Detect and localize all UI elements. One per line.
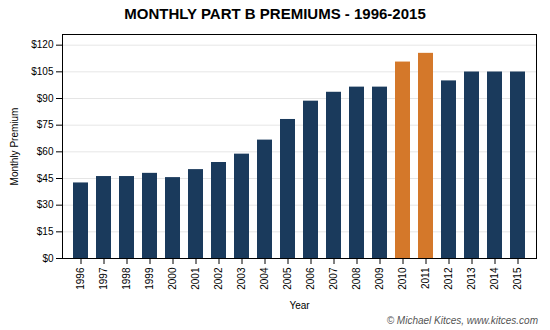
svg-text:$105: $105 <box>31 66 54 77</box>
svg-text:$45: $45 <box>37 173 54 184</box>
svg-text:2006: 2006 <box>305 267 316 290</box>
svg-text:2002: 2002 <box>213 267 224 290</box>
svg-text:2000: 2000 <box>167 267 178 290</box>
svg-text:2001: 2001 <box>190 267 201 290</box>
svg-text:2003: 2003 <box>236 267 247 290</box>
svg-text:$75: $75 <box>37 119 54 130</box>
svg-text:1996: 1996 <box>75 267 86 290</box>
svg-text:$30: $30 <box>37 199 54 210</box>
svg-text:2004: 2004 <box>259 267 270 290</box>
html-text:MONTHLY PART B PREMIUMS - 1996: MONTHLY PART B PREMIUMS - 1996-2015 <box>124 5 426 22</box>
svg-text:$0: $0 <box>42 253 54 264</box>
svg-text:2011: 2011 <box>420 267 431 289</box>
svg-text:Monthly Premium: Monthly Premium <box>9 108 20 186</box>
svg-text:2013: 2013 <box>466 267 477 290</box>
svg-text:2015: 2015 <box>512 267 523 290</box>
svg-text:2010: 2010 <box>397 267 408 290</box>
svg-text:1997: 1997 <box>98 267 109 290</box>
svg-text:$90: $90 <box>37 93 54 104</box>
svg-text:1998: 1998 <box>121 267 132 290</box>
svg-text:2009: 2009 <box>374 267 385 290</box>
svg-text:2012: 2012 <box>443 267 454 290</box>
svg-text:2007: 2007 <box>328 267 339 290</box>
svg-text:$15: $15 <box>37 226 54 237</box>
html-text:© Michael Kitces, www.kitces.c: © Michael Kitces, www.kitces.com <box>386 315 538 326</box>
svg-text:2005: 2005 <box>282 267 293 290</box>
svg-text:$120: $120 <box>31 39 54 50</box>
svg-text:1999: 1999 <box>144 267 155 290</box>
svg-text:$60: $60 <box>37 146 54 157</box>
svg-text:2014: 2014 <box>489 267 500 290</box>
svg-text:2008: 2008 <box>351 267 362 290</box>
svg-text:Year: Year <box>289 300 310 311</box>
